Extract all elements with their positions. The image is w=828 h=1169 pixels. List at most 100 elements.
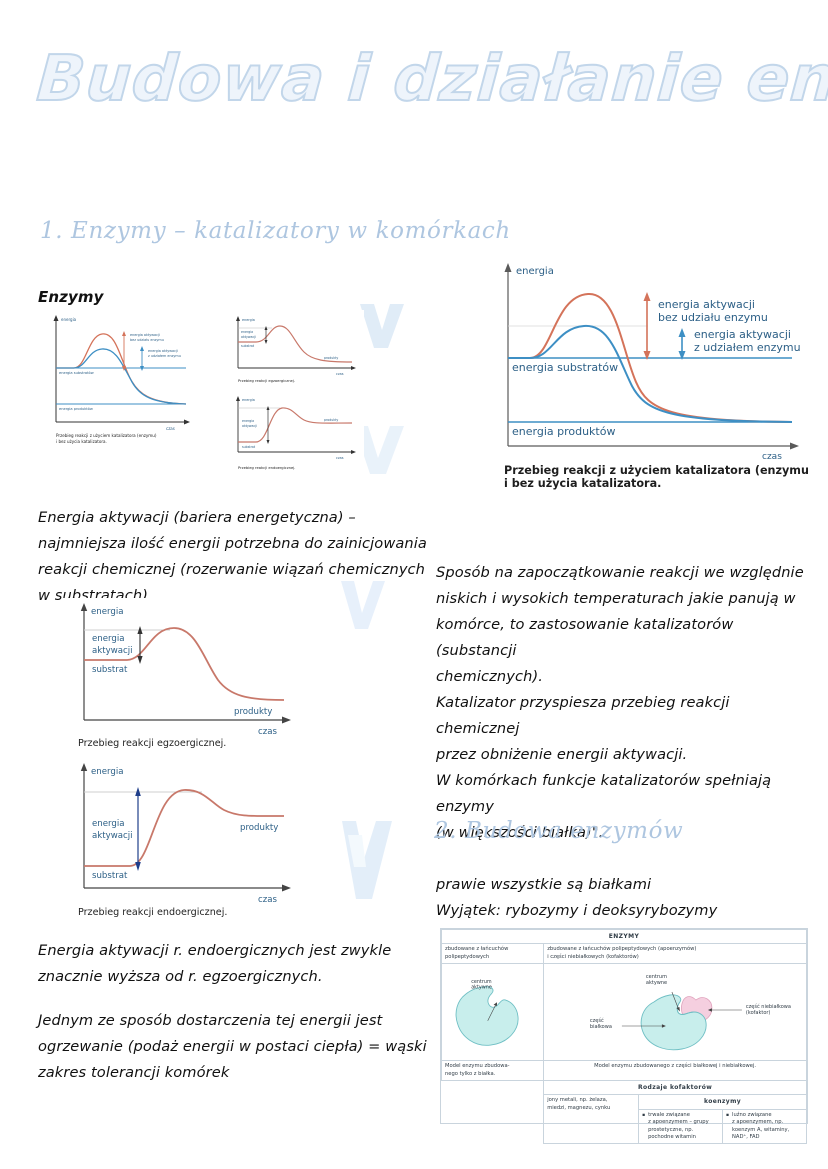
svg-text:energia: energia	[242, 318, 255, 322]
svg-text:aktywne: aktywne	[471, 985, 492, 991]
svg-text:bez udziału enzymu: bez udziału enzymu	[130, 338, 164, 342]
table-row: jony metali, np. żelaza, miedzi, magnezu…	[442, 1094, 807, 1145]
svg-text:aktywne: aktywne	[646, 980, 667, 986]
svg-text:białkowa: białkowa	[590, 1024, 612, 1030]
note-catalysts: Sposób na zapoczątkowanie reakcji we wzg…	[436, 564, 804, 841]
svg-text:energia aktywacji: energia aktywacji	[130, 333, 160, 337]
svg-text:energia aktywacji: energia aktywacji	[148, 349, 178, 353]
svg-text:aktywacji: aktywacji	[92, 646, 133, 656]
watermark-shape-4	[336, 815, 398, 905]
svg-text:Przebieg reakcji endoergicznej: Przebieg reakcji endoergicznej.	[78, 907, 227, 918]
coenzymes-split: trwale związane z apoenzymem – grupy pro…	[638, 1108, 807, 1145]
note-heating: Jednym ze sposób dostarczenia tej energi…	[38, 1012, 427, 1081]
svg-text:substrat: substrat	[92, 665, 128, 675]
svg-text:produkty: produkty	[234, 707, 272, 717]
endergonic-chart-svg: energia czas energia aktywacji substrat …	[62, 760, 328, 920]
svg-text:Przebieg reakcji z użyciem kat: Przebieg reakcji z użyciem katalizatora …	[56, 433, 157, 438]
svg-text:i bez użycia katalizatora.: i bez użycia katalizatora.	[504, 477, 661, 490]
svg-text:energia substratów: energia substratów	[512, 361, 618, 374]
svg-text:aktywacji: aktywacji	[241, 335, 256, 339]
svg-text:czas: czas	[258, 727, 278, 737]
svg-text:aktywacji: aktywacji	[92, 831, 133, 841]
svg-text:energia: energia	[242, 398, 255, 402]
left-enzyme-panel: centrum aktywne	[440, 963, 545, 1062]
right-col-title: zbudowane z łańcuchów polipeptydowych (a…	[543, 943, 807, 965]
table-row: ENZYMY	[441, 928, 807, 945]
spacer-cell	[442, 1095, 544, 1109]
svg-text:Przebieg reakcji egzoergicznej: Przebieg reakcji egzoergicznej.	[78, 738, 226, 749]
svg-text:czas: czas	[762, 452, 782, 462]
svg-text:energia: energia	[516, 266, 554, 277]
svg-text:substrat: substrat	[92, 871, 128, 881]
holoenzyme-diagram: centrum aktywne część białkowa część nie…	[590, 974, 791, 1051]
svg-text:czas: czas	[336, 456, 344, 460]
svg-text:energia: energia	[92, 819, 125, 829]
svg-text:energia: energia	[91, 767, 124, 777]
endergonic-chart-figure: energia czas energia aktywacji substrat …	[62, 760, 328, 920]
enzyme-table: ENZYMY zbudowane z łańcuchów polipeptydo…	[440, 928, 807, 1145]
table-row: centrum aktywne	[440, 963, 807, 1062]
table-row: Model enzymu zbudowa- nego tylko z białk…	[440, 1060, 807, 1082]
catalyst-chart-svg: energia czas energia substratów energia …	[490, 258, 814, 490]
svg-text:energia: energia	[92, 634, 125, 644]
page-title: Budowa i działanie enzymów	[34, 41, 828, 116]
svg-text:centrum: centrum	[471, 979, 492, 985]
note-endo-vs-exo: Energia aktywacji r. endoergicznych jest…	[38, 942, 392, 985]
coenzymes-header: koenzymy	[638, 1094, 807, 1110]
svg-text:energia aktywacji: energia aktywacji	[658, 298, 755, 311]
svg-text:produkty: produkty	[240, 823, 278, 833]
enzyme-structure-figure: ENZYMY zbudowane z łańcuchów polipeptydo…	[440, 928, 808, 1145]
catalyst-chart-figure: energia czas energia substratów energia …	[490, 258, 814, 490]
svg-text:Przebieg reakcji endoergicznej: Przebieg reakcji endoergicznej.	[238, 466, 295, 470]
table-row: trwale związane z apoenzymem – grupy pro…	[639, 1109, 806, 1144]
svg-text:(kofaktor): (kofaktor)	[746, 1010, 771, 1016]
small-catalyst-chart: energia czas energia substratów energia …	[38, 306, 198, 446]
svg-text:energia produktów: energia produktów	[59, 407, 93, 411]
note-activation-energy: Energia aktywacji (bariera energetyczna)…	[38, 509, 427, 604]
spacer-cell	[442, 1109, 544, 1144]
svg-text:substrat: substrat	[241, 344, 255, 348]
small-exergonic-chart: energia czas energia aktywacji substrat …	[224, 310, 364, 386]
svg-text:aktywacji: aktywacji	[242, 424, 257, 428]
svg-text:część niebiałkowa: część niebiałkowa	[746, 1003, 791, 1010]
cofactor-cell-loose: luźno związane z apoenzymem, np. koenzym…	[722, 1109, 806, 1144]
svg-text:Przebieg reakcji egzoergicznej: Przebieg reakcji egzoergicznej.	[238, 379, 295, 383]
enzymes-header: ENZYMY	[441, 928, 807, 945]
note-proteins: prawie wszystkie są białkami	[436, 876, 652, 893]
exergonic-chart-svg: energia czas energia aktywacji substrat …	[62, 598, 328, 750]
svg-text:produkty: produkty	[324, 356, 338, 360]
section-heading-1: 1. Enzymy – katalizatory w komórkach	[40, 218, 511, 244]
small-charts-cluster: energia czas energia substratów energia …	[38, 306, 368, 476]
exergonic-chart-figure: energia czas energia aktywacji substrat …	[62, 598, 328, 750]
table-row: Rodzaje kofaktorów	[442, 1080, 807, 1096]
cofactor-loose-text: luźno związane z apoenzymem, np. koenzym…	[726, 1112, 803, 1142]
small-endergonic-chart: energia czas energia aktywacji substrat …	[224, 390, 364, 474]
right-caption: Model enzymu zbudowanego z części białko…	[543, 1060, 807, 1082]
svg-text:energia: energia	[242, 419, 254, 423]
cofactor-cell-prosthetic: trwale związane z apoenzymem – grupy pro…	[639, 1109, 724, 1144]
left-col-title: zbudowane z łańcuchów polipeptydowych	[440, 943, 545, 965]
svg-text:część: część	[590, 1017, 604, 1024]
svg-text:energia: energia	[241, 330, 253, 334]
svg-text:energia substratów: energia substratów	[59, 371, 94, 375]
svg-text:bez udziału enzymu: bez udziału enzymu	[658, 311, 768, 324]
svg-text:produkty: produkty	[324, 418, 338, 422]
svg-text:energia: energia	[91, 607, 124, 617]
svg-text:energia aktywacji: energia aktywacji	[694, 328, 791, 341]
svg-text:czas: czas	[258, 895, 278, 905]
left-caption: Model enzymu zbudowa- nego tylko z białk…	[440, 1060, 545, 1082]
svg-text:czas: czas	[336, 372, 344, 376]
svg-text:z udziałem enzymu: z udziałem enzymu	[148, 354, 181, 358]
svg-text:energia produktów: energia produktów	[512, 425, 615, 438]
enzymy-label: Enzymy	[38, 288, 104, 306]
table-row: zbudowane z łańcuchów polipeptydowych zb…	[440, 943, 807, 965]
cofactor-cell-metal-ions: jony metali, np. żelaza, miedzi, magnezu…	[543, 1094, 640, 1145]
section-heading-2: 2. Budowa enzymów	[434, 818, 684, 844]
cofactors-header: Rodzaje kofaktorów	[543, 1080, 807, 1096]
note-exception: Wyjątek: rybozymy i deoksyrybozymy	[436, 902, 718, 919]
table-row: trwale związane z apoenzymem – grupy pro…	[442, 1108, 807, 1145]
cofactor-prosthetic-text: trwale związane z apoenzymem – grupy pro…	[642, 1112, 719, 1142]
svg-text:centrum: centrum	[646, 974, 667, 980]
svg-text:z udziałem enzymu: z udziałem enzymu	[694, 341, 801, 354]
